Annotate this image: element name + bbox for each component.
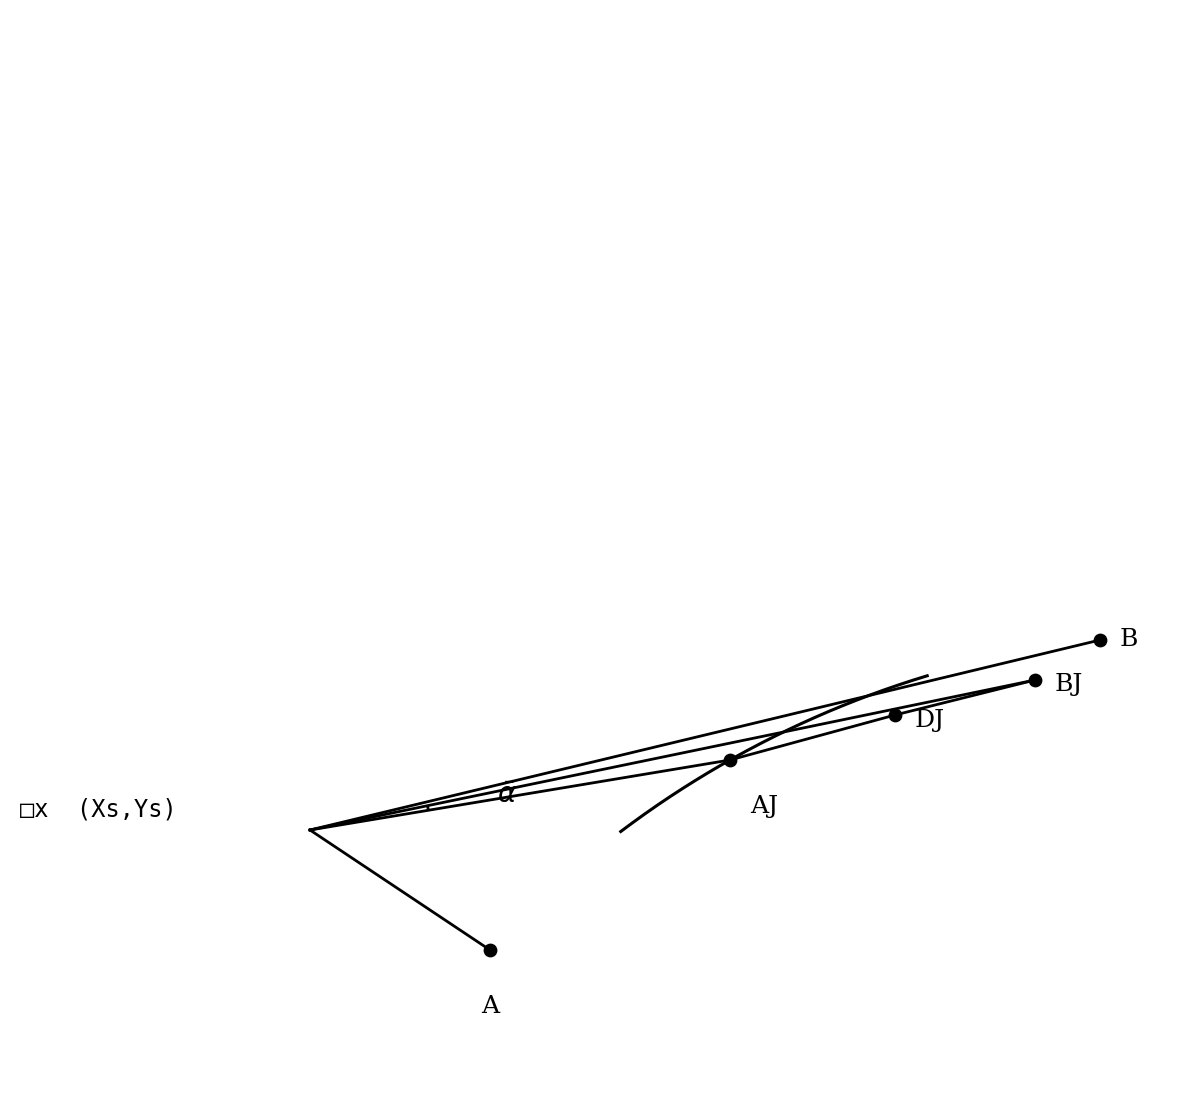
Point xyxy=(720,751,739,768)
Text: $\bar{\alpha}$: $\bar{\alpha}$ xyxy=(497,781,516,809)
Text: B: B xyxy=(1120,629,1138,651)
Text: A: A xyxy=(480,995,500,1018)
Point xyxy=(480,941,500,958)
Point xyxy=(1090,631,1109,649)
Text: □x  (Xs,Ys): □x (Xs,Ys) xyxy=(20,798,177,822)
Text: AJ: AJ xyxy=(750,795,779,818)
Point xyxy=(1025,671,1045,689)
Point xyxy=(885,706,904,724)
Text: BJ: BJ xyxy=(1055,674,1083,697)
Text: DJ: DJ xyxy=(915,708,945,732)
